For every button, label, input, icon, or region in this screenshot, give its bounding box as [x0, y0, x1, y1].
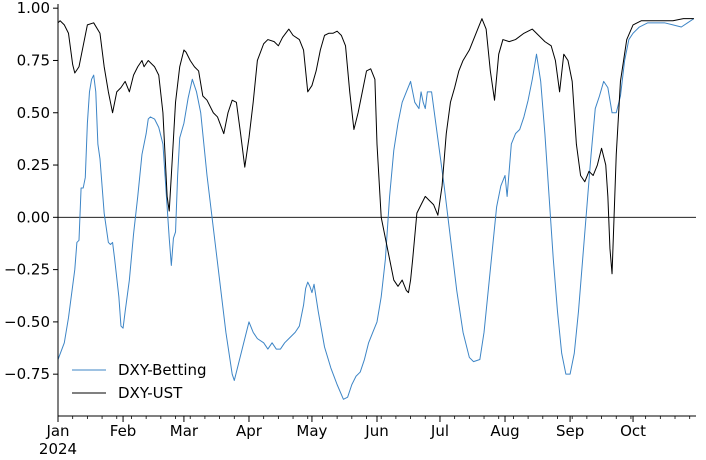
legend-label: DXY-UST [118, 384, 183, 402]
x-tick-label: Feb [110, 422, 137, 440]
x-tick-year-label: 2024 [39, 440, 77, 458]
y-tick-label: 0.25 [17, 156, 50, 174]
y-tick-label: 0.00 [17, 208, 50, 226]
x-tick-label: Jul [430, 422, 449, 440]
x-tick-label: Apr [236, 422, 263, 440]
y-tick-label: 0.75 [17, 51, 50, 69]
x-tick-label: Aug [490, 422, 519, 440]
y-tick-label: −0.50 [4, 313, 50, 331]
x-tick-label: Sep [556, 422, 584, 440]
y-tick-label: −0.75 [4, 365, 50, 383]
y-axis-ticks: 1.00 0.75 0.50 0.25 0.00 −0.25 −0.50 −0.75 [4, 0, 58, 383]
y-tick-label: 0.50 [17, 104, 50, 122]
x-tick-label: Oct [620, 422, 646, 440]
series-layer [57, 18, 695, 400]
x-tick-label: May [296, 422, 327, 440]
plot-area [57, 18, 696, 400]
series-line-dxy-betting [57, 18, 695, 400]
y-tick-label: −0.25 [4, 261, 50, 279]
x-tick-label: Mar [170, 422, 199, 440]
legend: DXY-Betting DXY-UST [72, 361, 207, 402]
series-line-dxy-ust [57, 18, 694, 294]
legend-label: DXY-Betting [118, 361, 207, 379]
y-tick-label: 1.00 [17, 0, 50, 17]
x-tick-label: Jun [364, 422, 388, 440]
x-tick-label: Jan [45, 422, 69, 440]
